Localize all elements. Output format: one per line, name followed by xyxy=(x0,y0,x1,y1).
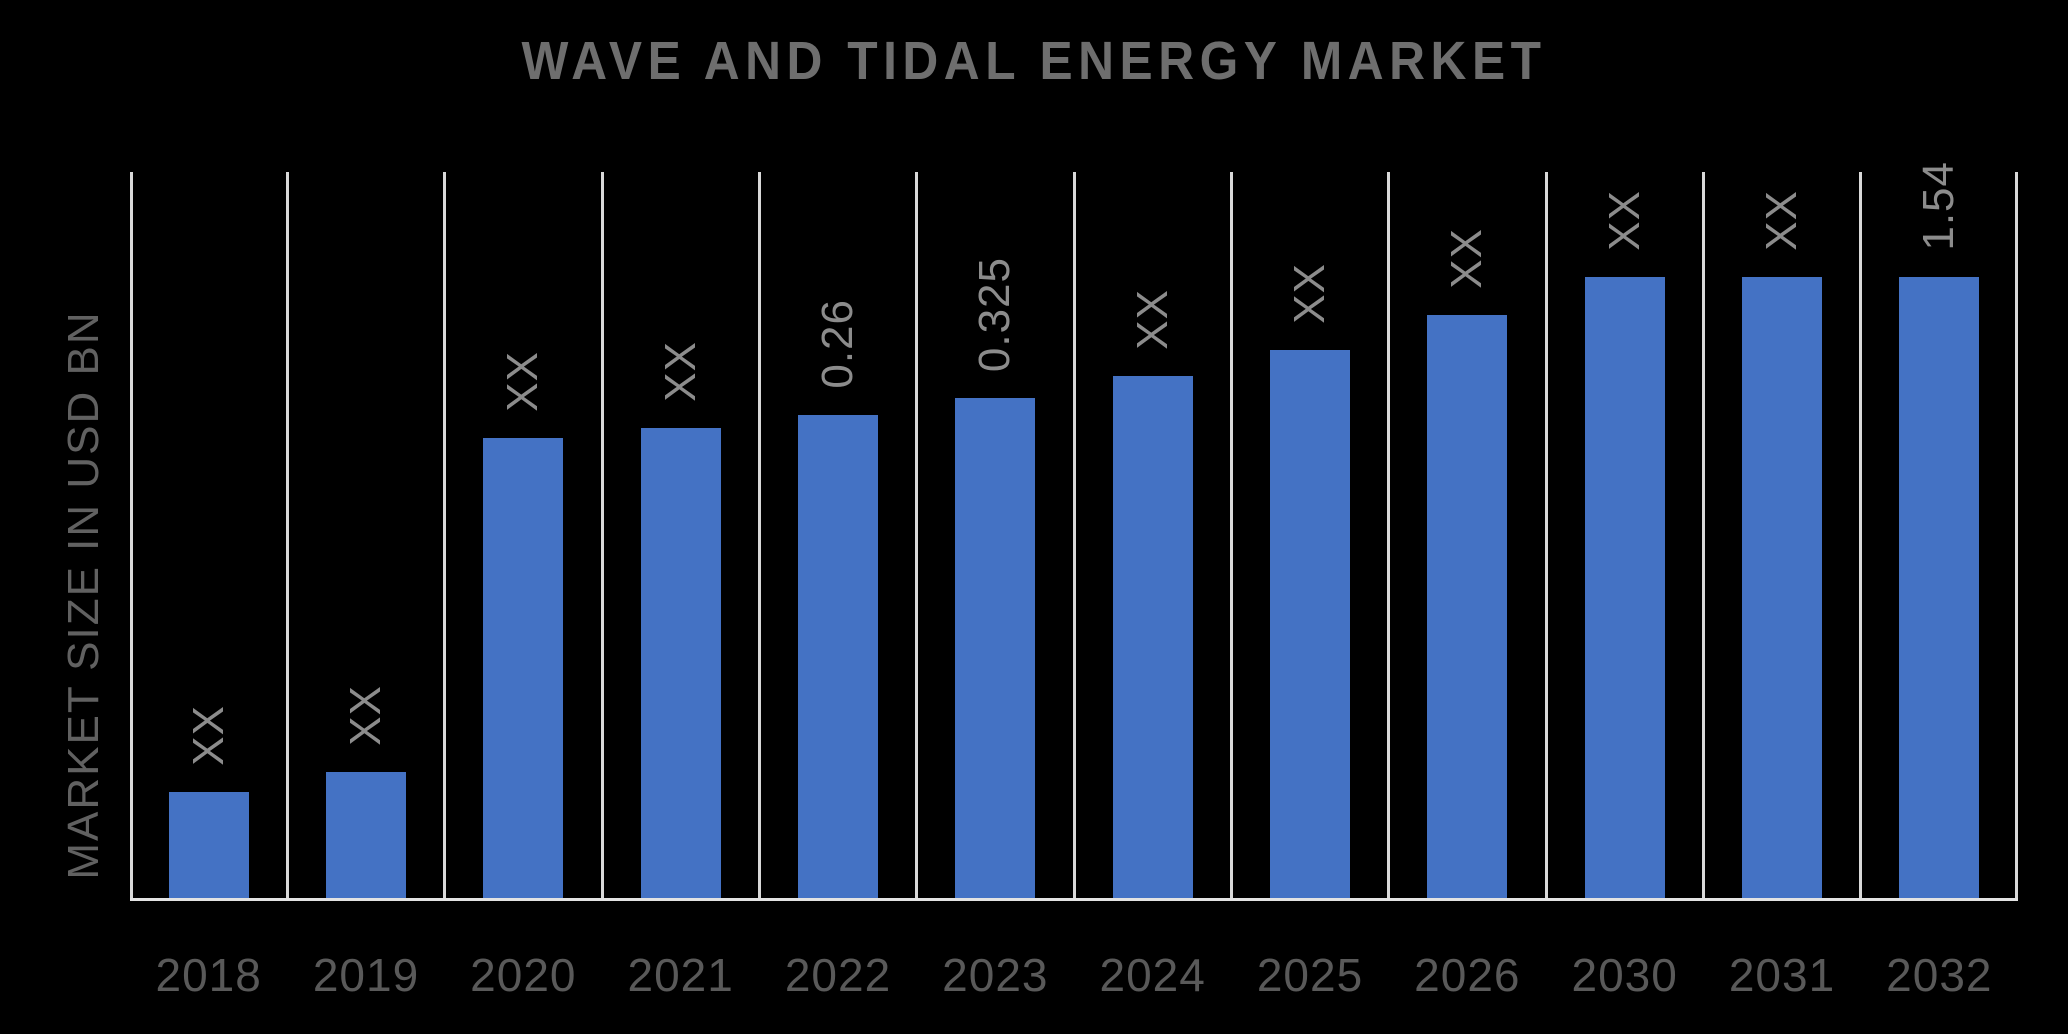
bar-2019 xyxy=(326,772,406,898)
bar-2031 xyxy=(1742,277,1822,898)
x-tick-label-2025: 2025 xyxy=(1256,949,1364,1001)
vertical-gridline xyxy=(1229,172,1233,901)
x-axis-line xyxy=(130,898,2018,901)
bar-2018 xyxy=(168,792,249,898)
vertical-gridline xyxy=(443,172,447,901)
bar-label-2022: 0.26 xyxy=(812,299,862,389)
bar-2022 xyxy=(798,415,878,898)
vertical-gridline xyxy=(1387,172,1391,901)
bar-2024 xyxy=(1112,376,1193,898)
x-tick-label-2030: 2030 xyxy=(1571,949,1678,1001)
bar-label-2023: 0.325 xyxy=(970,256,1020,372)
x-tick-label-2031: 2031 xyxy=(1728,949,1836,1001)
vertical-gridline xyxy=(1544,172,1548,901)
x-tick-label-2019: 2019 xyxy=(312,949,420,1001)
bar-label-2020: XX xyxy=(498,351,548,412)
bar-label-2026: XX xyxy=(1442,228,1492,289)
bar-2020 xyxy=(483,438,564,898)
vertical-gridline xyxy=(130,172,133,901)
vertical-gridline xyxy=(1072,172,1076,901)
vertical-gridline xyxy=(1859,172,1863,901)
vertical-gridline xyxy=(600,172,604,901)
bar-2030 xyxy=(1584,277,1665,898)
bar-2025 xyxy=(1270,350,1350,898)
bar-label-2019: XX xyxy=(340,685,390,746)
vertical-gridline xyxy=(915,172,919,901)
bar-label-2025: XX xyxy=(1284,263,1334,324)
x-tick-label-2023: 2023 xyxy=(942,949,1049,1001)
x-tick-label-2021: 2021 xyxy=(627,949,734,1001)
bar-label-2021: XX xyxy=(655,341,705,402)
x-tick-label-2024: 2024 xyxy=(1099,949,1206,1001)
vertical-gridline xyxy=(2015,172,2018,901)
y-axis-label: MARKET SIZE IN USD BN xyxy=(59,310,108,880)
x-tick-label-2020: 2020 xyxy=(470,949,577,1001)
vertical-gridline xyxy=(1701,172,1705,901)
bar-2026 xyxy=(1427,315,1508,898)
bar-label-2032: 1.54 xyxy=(1914,161,1964,251)
x-tick-label-2032: 2032 xyxy=(1886,949,1993,1001)
vertical-gridline xyxy=(285,172,289,901)
bar-label-2018: XX xyxy=(183,705,233,766)
vertical-gridline xyxy=(757,172,761,901)
x-tick-label-2018: 2018 xyxy=(155,949,262,1001)
bar-2032 xyxy=(1899,277,1980,898)
bar-2023 xyxy=(955,398,1036,898)
bar-label-2024: XX xyxy=(1127,289,1177,350)
bar-2021 xyxy=(640,428,721,898)
plot-area: XX XX XX XX 0.26 0.325 XX XX XX XX XX 1.54 xyxy=(130,161,2018,901)
x-tick-label-2022: 2022 xyxy=(784,949,892,1001)
x-tick-label-2026: 2026 xyxy=(1414,949,1521,1001)
bar-label-2031: XX xyxy=(1756,190,1806,251)
chart-title: WAVE AND TIDAL ENERGY MARKET xyxy=(521,31,1547,91)
bar-label-2030: XX xyxy=(1599,190,1649,251)
